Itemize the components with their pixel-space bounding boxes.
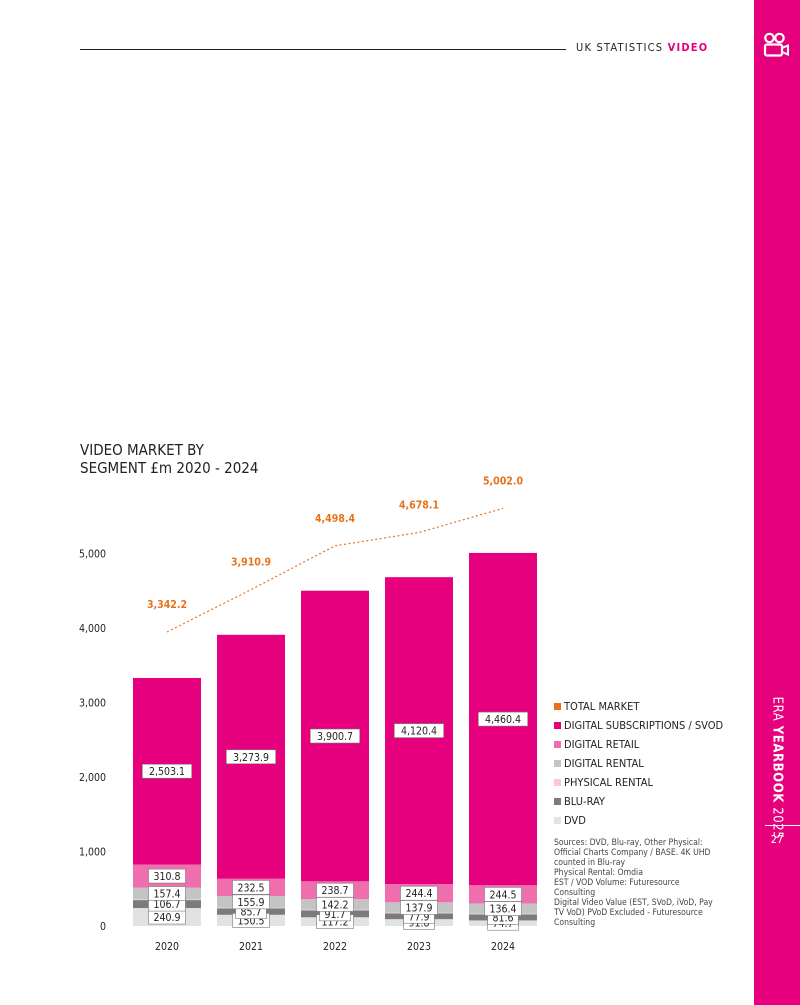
y-tick-label: 2,000 bbox=[79, 772, 106, 784]
data-label: 4,120.4 bbox=[393, 723, 444, 738]
total-market-label: 3,342.2 bbox=[147, 599, 187, 611]
legend-item: DVD bbox=[554, 811, 723, 830]
y-tick-label: 5,000 bbox=[79, 549, 106, 561]
total-market-label: 3,910.9 bbox=[231, 557, 271, 569]
svg-text:136.4: 136.4 bbox=[489, 904, 516, 916]
data-label: 2,503.1 bbox=[142, 763, 193, 779]
x-tick-label: 2022 bbox=[323, 941, 347, 953]
svg-text:232.5: 232.5 bbox=[237, 882, 264, 894]
svg-text:238.7: 238.7 bbox=[321, 885, 348, 897]
svg-text:157.4: 157.4 bbox=[153, 888, 180, 900]
svg-text:106.7: 106.7 bbox=[153, 899, 180, 911]
data-label: 142.2 bbox=[316, 897, 354, 912]
legend-swatch bbox=[554, 760, 561, 767]
x-tick-label: 2024 bbox=[491, 941, 515, 953]
chart-title-line-1: VIDEO MARKET BY bbox=[80, 441, 204, 459]
data-label: 4,460.4 bbox=[477, 711, 528, 727]
page-number: 27 bbox=[770, 833, 784, 846]
sources-note: Sources: DVD, Blu-ray, Other Physical: O… bbox=[554, 838, 714, 928]
video-camera-icon bbox=[763, 32, 789, 57]
svg-text:155.9: 155.9 bbox=[237, 897, 264, 909]
chart-legend: TOTAL MARKET DIGITAL SUBSCRIPTIONS / SVOD… bbox=[554, 697, 723, 830]
sources-line-2: Physical Rental: Omdia bbox=[554, 868, 643, 878]
legend-item: TOTAL MARKET bbox=[554, 697, 723, 716]
legend-label: PHYSICAL RENTAL bbox=[564, 776, 653, 789]
data-label: 238.7 bbox=[316, 882, 354, 898]
y-tick-label: 0 bbox=[100, 921, 106, 933]
svg-text:240.9: 240.9 bbox=[153, 912, 180, 924]
data-label: 137.9 bbox=[400, 900, 438, 915]
y-tick-label: 3,000 bbox=[79, 698, 106, 710]
sidebar: ERA YEARBOOK 2025 27 bbox=[754, 0, 800, 1005]
header-rule bbox=[80, 49, 566, 50]
legend-item: DIGITAL RENTAL bbox=[554, 754, 723, 773]
svg-text:310.8: 310.8 bbox=[153, 871, 180, 883]
sources-line-1: Sources: DVD, Blu-ray, Other Physical: O… bbox=[554, 838, 711, 868]
legend-item: BLU-RAY bbox=[554, 792, 723, 811]
legend-label: DIGITAL RETAIL bbox=[564, 738, 640, 751]
svg-text:4,460.4: 4,460.4 bbox=[485, 714, 521, 726]
total-market-line bbox=[166, 507, 504, 633]
legend-swatch bbox=[554, 741, 561, 748]
section-label: UK STATISTICS VIDEO bbox=[576, 41, 709, 54]
svg-text:4,120.4: 4,120.4 bbox=[401, 726, 437, 738]
legend-item: PHYSICAL RENTAL bbox=[554, 773, 723, 792]
legend-label: DVD bbox=[564, 814, 586, 827]
data-label: 240.9 bbox=[148, 909, 186, 925]
chart-title-line-2: SEGMENT £m 2020 - 2024 bbox=[80, 459, 259, 477]
data-label: 244.5 bbox=[484, 887, 522, 902]
svg-text:85.7: 85.7 bbox=[240, 907, 261, 919]
legend-label: BLU-RAY bbox=[564, 795, 605, 808]
svg-text:137.9: 137.9 bbox=[405, 902, 432, 914]
legend-label: TOTAL MARKET bbox=[564, 700, 640, 713]
legend-item: DIGITAL RETAIL bbox=[554, 735, 723, 754]
y-tick-label: 4,000 bbox=[79, 623, 106, 635]
legend-item: DIGITAL SUBSCRIPTIONS / SVOD bbox=[554, 716, 723, 735]
y-tick-label: 1,000 bbox=[79, 847, 106, 859]
svg-text:244.5: 244.5 bbox=[489, 889, 516, 901]
legend-swatch bbox=[554, 703, 561, 710]
legend-swatch bbox=[554, 722, 561, 729]
x-tick-label: 2021 bbox=[239, 941, 263, 953]
legend-swatch bbox=[554, 817, 561, 824]
data-label: 310.8 bbox=[148, 868, 186, 884]
svg-text:142.2: 142.2 bbox=[321, 899, 348, 911]
svg-text:3,900.7: 3,900.7 bbox=[317, 731, 353, 743]
x-tick-label: 2023 bbox=[407, 941, 431, 953]
data-label: 232.5 bbox=[232, 880, 270, 895]
page-number-rule bbox=[765, 825, 800, 826]
total-market-label: 4,498.4 bbox=[315, 513, 355, 525]
svg-text:2,503.1: 2,503.1 bbox=[149, 766, 185, 778]
total-market-label: 4,678.1 bbox=[399, 499, 439, 511]
data-label: 157.4 bbox=[148, 886, 186, 901]
svg-text:244.4: 244.4 bbox=[405, 888, 432, 900]
svg-text:3,273.9: 3,273.9 bbox=[233, 752, 269, 764]
section-highlight: VIDEO bbox=[667, 41, 709, 54]
legend-swatch bbox=[554, 779, 561, 786]
legend-swatch bbox=[554, 798, 561, 805]
total-market-label: 5,002.0 bbox=[483, 475, 523, 487]
data-label: 136.4 bbox=[484, 901, 522, 916]
svg-text:91.7: 91.7 bbox=[324, 909, 345, 921]
sources-line-4: Digital Video Value (EST, SVoD, iVoD, Pa… bbox=[554, 898, 713, 928]
data-label: 3,273.9 bbox=[226, 749, 277, 765]
legend-label: DIGITAL RENTAL bbox=[564, 757, 644, 770]
data-label: 155.9 bbox=[232, 894, 270, 910]
x-tick-label: 2020 bbox=[155, 941, 179, 953]
data-label: 244.4 bbox=[400, 885, 438, 901]
sources-line-3: EST / VOD Volume: Futuresource Consultin… bbox=[554, 878, 680, 898]
data-label: 3,900.7 bbox=[309, 728, 360, 744]
legend-label: DIGITAL SUBSCRIPTIONS / SVOD bbox=[564, 719, 724, 732]
chart-title: VIDEO MARKET BY SEGMENT £m 2020 - 2024 bbox=[80, 441, 258, 477]
